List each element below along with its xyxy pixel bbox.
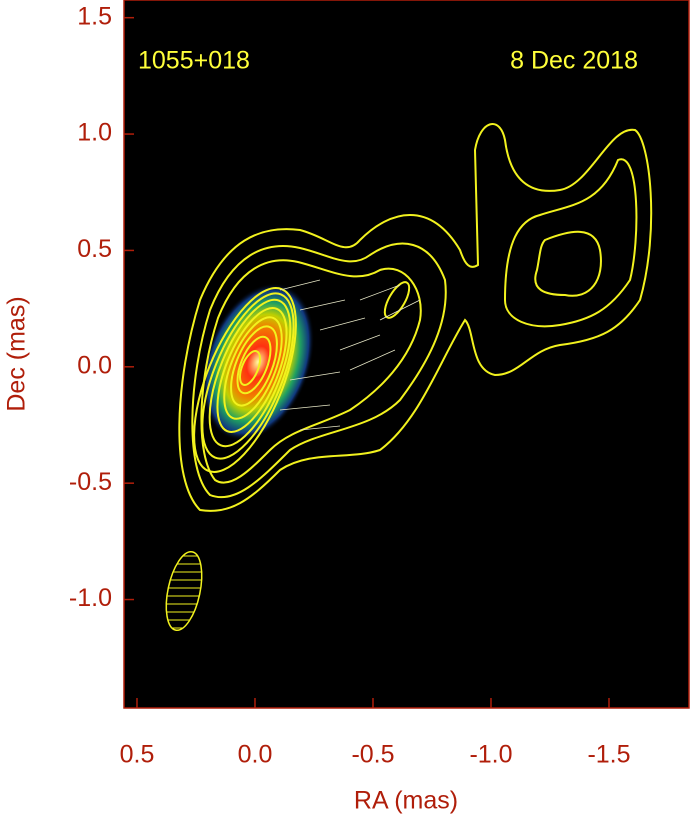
y-axis-title: Dec (mas): [3, 296, 31, 411]
y-tick-label: -1.0: [69, 584, 112, 612]
y-tick-label: -0.5: [69, 468, 112, 496]
image: [178, 123, 653, 512]
y-tick-label: 0.0: [77, 351, 112, 379]
contours: [178, 123, 653, 512]
x-tick-label: 0.5: [120, 741, 155, 769]
y-tick-label: 1.5: [77, 2, 112, 30]
polarization-ticks: [279, 279, 421, 431]
x-tick-label: 0.0: [238, 741, 273, 769]
x-tick-label: -1.0: [469, 741, 512, 769]
epoch: 8 Dec 2018: [510, 47, 638, 75]
x-axis-title: RA (mas): [354, 787, 458, 815]
x-tick-label: -1.5: [587, 741, 630, 769]
y-tick-label: 0.5: [77, 235, 112, 263]
y-tick-label: 1.0: [77, 119, 112, 147]
x-tick-label: -0.5: [351, 741, 394, 769]
source-name: 1055+018: [138, 47, 250, 75]
